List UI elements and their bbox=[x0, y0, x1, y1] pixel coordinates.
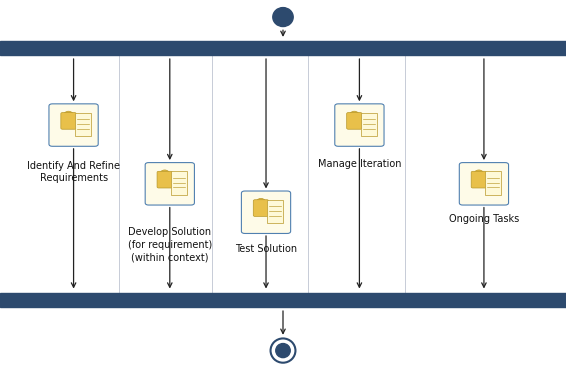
FancyBboxPatch shape bbox=[61, 113, 76, 129]
Bar bbox=[75, 113, 91, 136]
Ellipse shape bbox=[255, 198, 267, 210]
FancyBboxPatch shape bbox=[346, 113, 362, 129]
FancyBboxPatch shape bbox=[460, 163, 508, 205]
FancyBboxPatch shape bbox=[241, 191, 291, 233]
Bar bbox=[361, 113, 377, 136]
Bar bbox=[485, 171, 501, 195]
Text: Develop Solution
(for requirement)
(within context): Develop Solution (for requirement) (with… bbox=[128, 227, 212, 262]
FancyBboxPatch shape bbox=[335, 104, 384, 146]
Bar bbox=[267, 200, 284, 223]
FancyBboxPatch shape bbox=[49, 104, 98, 146]
Ellipse shape bbox=[349, 111, 360, 122]
Text: Identify And Refine
Requirements: Identify And Refine Requirements bbox=[27, 161, 120, 183]
Bar bbox=[0, 293, 566, 307]
FancyBboxPatch shape bbox=[471, 171, 487, 188]
Text: Ongoing Tasks: Ongoing Tasks bbox=[449, 214, 519, 224]
Ellipse shape bbox=[159, 170, 170, 181]
Text: Test Solution: Test Solution bbox=[235, 244, 297, 254]
Ellipse shape bbox=[276, 343, 290, 358]
Ellipse shape bbox=[63, 111, 74, 122]
Ellipse shape bbox=[273, 8, 293, 27]
Ellipse shape bbox=[271, 338, 295, 363]
Ellipse shape bbox=[473, 170, 484, 181]
Bar bbox=[171, 171, 187, 195]
FancyBboxPatch shape bbox=[157, 171, 172, 188]
FancyBboxPatch shape bbox=[253, 200, 269, 216]
Text: Manage Iteration: Manage Iteration bbox=[318, 159, 401, 169]
Bar bbox=[0, 41, 566, 55]
FancyBboxPatch shape bbox=[145, 163, 195, 205]
